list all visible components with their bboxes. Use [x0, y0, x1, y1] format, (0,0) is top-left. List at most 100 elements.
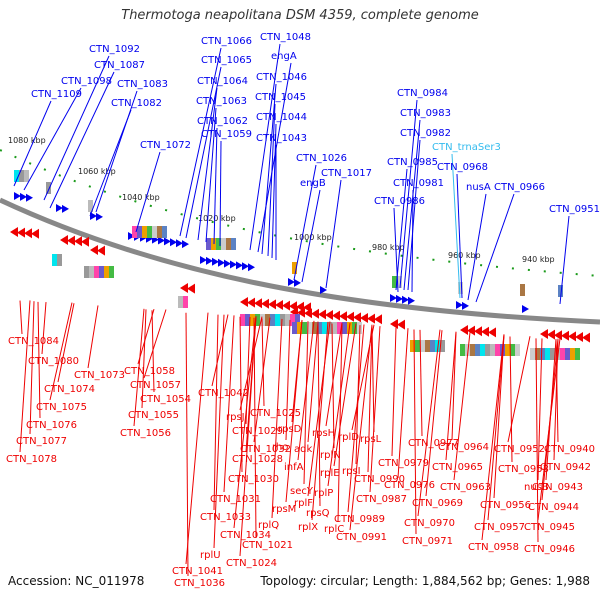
reverse-gene-arrow: [268, 299, 276, 310]
forward-gene-arrow: [26, 193, 33, 202]
gene-label: rplQ: [258, 520, 279, 531]
gene-leader-line: [197, 87, 218, 241]
reverse-gene-arrow: [297, 307, 305, 318]
gene-label: engB: [300, 178, 326, 189]
gene-label: CTN_1032: [240, 444, 291, 455]
gene-label: CTN_0953: [498, 464, 549, 475]
forward-gene-arrow: [20, 192, 27, 201]
reverse-gene-arrow: [568, 331, 576, 342]
reverse-gene-arrow: [467, 325, 475, 336]
gene-leader-line: [393, 207, 399, 293]
genome-backbone: [0, 197, 600, 325]
gene-label: infA: [284, 462, 304, 473]
function-block: [322, 322, 327, 334]
gene-label: CTN_1082: [111, 98, 162, 109]
genome-summary-text: Topology: circular; Length: 1,884,562 bp…: [260, 574, 590, 588]
gene-leader-line: [151, 310, 155, 393]
function-block: [255, 314, 260, 326]
function-block: [510, 344, 515, 356]
function-block: [52, 254, 57, 266]
gene-label: CTN_0969: [412, 498, 463, 509]
gene-label: CTN_0983: [400, 108, 451, 119]
forward-gene-arrow: [200, 256, 207, 264]
function-block: [342, 322, 347, 334]
gene-label: CTN_1080: [28, 356, 79, 367]
gene-leader-line: [239, 316, 243, 473]
function-block: [292, 262, 297, 274]
reverse-gene-arrow: [582, 332, 590, 343]
function-block: [99, 266, 104, 278]
gene-label: CTN_1062: [197, 116, 248, 127]
function-block: [485, 344, 490, 356]
forward-gene-arrow: [402, 295, 409, 304]
gene-label: CTN_1033: [200, 512, 251, 523]
gene-label: adk: [294, 444, 312, 455]
reverse-gene-arrow: [275, 300, 283, 310]
gene-label: CTN_0963: [440, 482, 491, 493]
reverse-gene-arrow: [460, 325, 468, 335]
reverse-gene-arrow: [304, 308, 312, 319]
gene-label: CTN_0952: [494, 444, 545, 455]
reverse-gene-arrow: [332, 310, 340, 321]
gene-label: rpsL: [360, 434, 382, 445]
function-block: [520, 284, 525, 296]
function-block: [352, 322, 357, 334]
function-block: [312, 322, 317, 334]
gene-leader-line: [331, 323, 335, 449]
function-block: [280, 314, 285, 326]
gene-leader-line: [487, 334, 505, 521]
tick-label: 960 kbp: [448, 251, 481, 260]
function-block: [480, 344, 485, 356]
function-block: [178, 296, 183, 308]
gene-leader-line: [325, 322, 343, 427]
gene-label: CTN_0958: [468, 542, 519, 553]
gene-leader-line: [456, 173, 463, 299]
forward-gene-arrow: [176, 239, 183, 248]
gene-leader-line: [141, 309, 147, 409]
gene-leader-line: [253, 317, 271, 443]
function-block: [460, 344, 465, 356]
function-block: [19, 170, 24, 182]
gene-label: CTN_1058: [124, 366, 175, 377]
gene-leader-line: [19, 300, 23, 335]
gene-label: CTN_1066: [201, 36, 252, 47]
function-block: [285, 314, 290, 326]
function-block: [265, 314, 270, 326]
function-block: [162, 226, 167, 238]
function-block: [206, 238, 211, 250]
function-block: [132, 226, 137, 238]
function-block: [295, 314, 300, 326]
gene-label: rpsD: [278, 424, 302, 435]
gene-leader-line: [407, 139, 421, 291]
gene-label: nusA: [466, 182, 491, 193]
forward-gene-arrow: [170, 238, 177, 247]
gene-leader-line: [419, 329, 423, 437]
gene-leader-line: [87, 305, 99, 369]
gene-label: CTN_1109: [31, 89, 82, 100]
gene-leader-line: [337, 323, 343, 523]
reverse-gene-arrow: [547, 329, 555, 340]
reverse-gene-arrow: [60, 235, 68, 245]
gene-leader-line: [23, 87, 82, 191]
gene-leader-line: [285, 319, 303, 503]
gene-label: CTN_0982: [400, 128, 451, 139]
function-block: [332, 322, 337, 334]
accession-text: Accession: NC_011978: [8, 574, 145, 588]
gene-label: CTN_0990: [354, 474, 405, 485]
forward-gene-arrow: [182, 240, 189, 249]
reverse-gene-arrow: [311, 308, 319, 319]
gene-leader-line: [239, 316, 257, 557]
forward-gene-arrow: [218, 258, 225, 267]
gene-leader-line: [311, 321, 329, 521]
gene-leader-line: [403, 119, 421, 291]
gene-leader-line: [29, 301, 35, 435]
gene-leader-line: [399, 99, 418, 289]
gene-leader-line: [249, 43, 281, 251]
forward-gene-arrow: [248, 263, 255, 272]
gene-leader-line: [509, 336, 513, 463]
tick-label: 1080 kbp: [8, 136, 46, 145]
gene-leader-line: [445, 331, 457, 461]
forward-gene-arrow: [158, 236, 165, 245]
reverse-gene-arrow: [390, 319, 398, 329]
reverse-gene-arrow: [97, 245, 105, 256]
